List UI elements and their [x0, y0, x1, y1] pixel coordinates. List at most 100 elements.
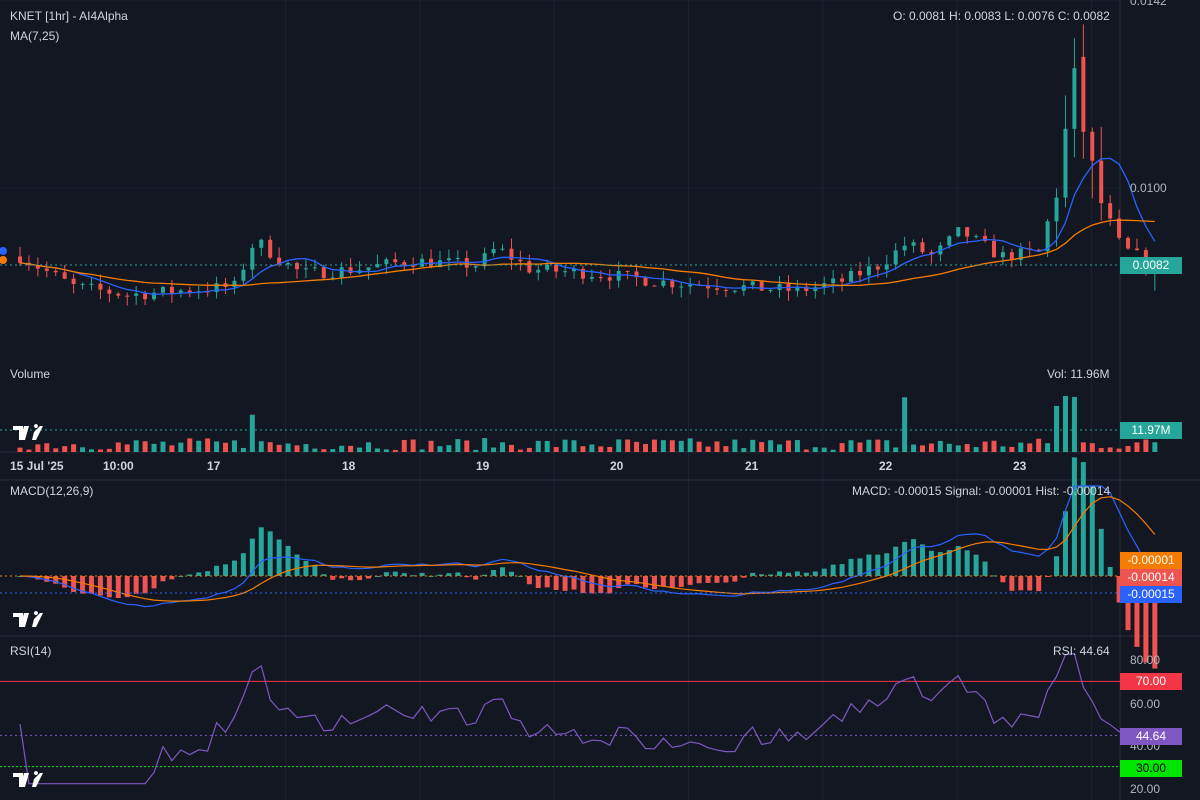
volume-bar	[973, 447, 979, 452]
macd-hist-bar	[687, 576, 693, 585]
volume-bar	[508, 444, 514, 452]
macd-hist-bar	[53, 576, 59, 584]
candle-body	[759, 281, 764, 291]
volume-bar	[214, 441, 220, 452]
volume-bar	[419, 449, 425, 452]
candle-body	[616, 270, 621, 281]
volume-bar	[88, 449, 94, 452]
macd-hist-bar	[330, 576, 336, 580]
volume-bar	[44, 443, 50, 452]
volume-bar	[240, 447, 246, 452]
macd-hist-bar	[669, 576, 675, 588]
volume-bar	[106, 448, 112, 452]
candle-body	[393, 259, 398, 263]
macd-hist-bar	[348, 576, 354, 581]
ma-fast-line	[19, 157, 1156, 295]
candle-body	[1117, 218, 1122, 238]
volume-bar	[893, 447, 899, 452]
rsi-axis-label: 60.00	[1130, 697, 1161, 711]
candle-body	[1081, 56, 1086, 132]
volume-bar	[133, 440, 139, 452]
macd-hist-bar	[1071, 457, 1077, 576]
volume-bar	[991, 440, 997, 452]
macd-hist-bar	[258, 527, 264, 576]
macd-hist-bar	[196, 572, 202, 576]
candle-body	[929, 252, 934, 255]
volume-bar	[339, 445, 345, 452]
candle-body	[857, 271, 862, 276]
candle-body	[849, 271, 854, 282]
macd-hist-bar	[133, 576, 139, 594]
volume-bar	[410, 439, 416, 452]
macd-hist-bar	[982, 561, 988, 576]
volume-bar	[428, 440, 434, 452]
macd-hist-bar	[1062, 511, 1068, 576]
candle-body	[339, 267, 344, 278]
macd-hist-bar	[732, 576, 738, 582]
macd-label: MACD(12,26,9)	[10, 484, 94, 498]
volume-bar	[1009, 446, 1015, 452]
time-axis-label: 10:00	[103, 459, 134, 473]
time-axis-label: 22	[879, 459, 893, 473]
macd-hist-bar	[491, 569, 497, 576]
rsi-label: RSI(14)	[10, 644, 52, 658]
candle-body	[679, 286, 684, 288]
volume-bar	[473, 449, 479, 452]
candle-body	[1108, 203, 1113, 219]
macd-readout: MACD: -0.00015 Signal: -0.00001 Hist: -0…	[852, 484, 1111, 498]
macd-hist-bar	[62, 576, 68, 588]
macd-hist-bar	[303, 560, 309, 576]
macd-hist-bar	[285, 545, 291, 576]
candle-body	[536, 269, 541, 273]
candle-body	[670, 280, 675, 288]
volume-bar	[1080, 442, 1086, 452]
volume-bar	[35, 444, 41, 452]
volume-bar	[964, 444, 970, 452]
volume-bar	[223, 442, 229, 452]
volume-bar	[285, 443, 291, 452]
volume-bar	[1027, 443, 1033, 452]
candle-body	[875, 266, 880, 270]
macd-hist-bar	[634, 576, 640, 585]
volume-bar	[946, 443, 952, 452]
signal-tag: -0.00001	[1120, 552, 1182, 569]
volume-bar	[598, 446, 604, 452]
volume-bar	[446, 445, 452, 452]
volume-bar	[1116, 448, 1122, 452]
macd-hist-bar	[526, 576, 532, 585]
candle-body	[295, 262, 300, 270]
time-axis-label: 20	[610, 459, 624, 473]
macd-line	[19, 485, 1156, 608]
volume-bar	[1098, 448, 1104, 452]
candle-body	[384, 259, 389, 265]
macd-hist-bar	[115, 576, 121, 599]
candle-body	[312, 267, 317, 269]
volume-bar	[267, 442, 273, 452]
volume-bar	[401, 439, 407, 452]
macd-hist-bar	[357, 576, 363, 581]
ma-slow-line	[19, 219, 1155, 287]
candle-body	[938, 245, 943, 255]
macd-hist-bar	[231, 560, 237, 576]
macd-hist-bar	[437, 574, 443, 576]
volume-bar	[348, 445, 354, 452]
volume-bar	[1045, 443, 1051, 452]
volume-bar	[875, 439, 881, 452]
macd-hist-bar	[1152, 576, 1158, 669]
macd-hist-bar	[642, 576, 648, 588]
macd-hist-bar	[1045, 576, 1051, 577]
macd-hist-bar	[1107, 566, 1113, 576]
candle-body	[1126, 237, 1131, 249]
candle-body	[80, 283, 85, 285]
volume-bar	[741, 448, 747, 452]
volume-bar	[732, 439, 738, 452]
macd-hist-bar	[160, 576, 166, 582]
volume-bar	[884, 440, 890, 452]
volume-bar	[53, 448, 59, 452]
candle-body	[330, 277, 335, 279]
candle-body	[991, 240, 996, 258]
macd-tag: -0.00015	[1120, 586, 1182, 603]
ma-label: MA(7,25)	[10, 29, 60, 43]
volume-bar	[714, 441, 720, 452]
